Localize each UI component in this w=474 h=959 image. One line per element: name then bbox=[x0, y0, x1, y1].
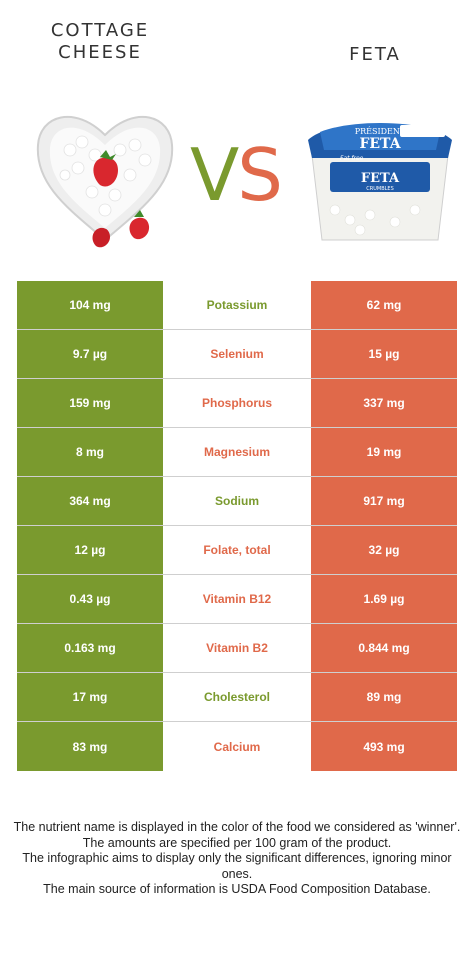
nutrient-name: Potassium bbox=[163, 281, 311, 329]
table-row: 364 mg Sodium 917 mg bbox=[17, 477, 457, 526]
feta-product: FETA bbox=[359, 136, 401, 152]
feta-product-front: FETA bbox=[361, 171, 400, 186]
table-row: 9.7 µg Selenium 15 µg bbox=[17, 330, 457, 379]
left-value: 8 mg bbox=[17, 428, 163, 476]
left-food-title-line1: COTTAGE bbox=[50, 20, 150, 41]
feta-brand: PRÉSIDENT bbox=[355, 127, 406, 136]
vs-v: V bbox=[190, 133, 239, 217]
nutrient-table: 104 mg Potassium 62 mg 9.7 µg Selenium 15 µg 1… bbox=[17, 281, 457, 771]
left-value: 364 mg bbox=[17, 477, 163, 525]
left-value: 12 µg bbox=[17, 526, 163, 574]
nutrient-name: Calcium bbox=[163, 722, 311, 771]
footer-notes: The nutrient name is displayed in the co… bbox=[10, 820, 464, 898]
left-value: 159 mg bbox=[17, 379, 163, 427]
right-value: 493 mg bbox=[311, 722, 457, 771]
left-value: 0.43 µg bbox=[17, 575, 163, 623]
feta-badge: Fat free bbox=[340, 155, 364, 162]
footer-line-2: The amounts are specified per 100 gram o… bbox=[82, 835, 392, 850]
table-row: 8 mg Magnesium 19 mg bbox=[17, 428, 457, 477]
right-value: 15 µg bbox=[311, 330, 457, 378]
left-value: 104 mg bbox=[17, 281, 163, 329]
left-food-title: COTTAGE CHEESE bbox=[25, 20, 175, 64]
feta-image: PRÉSIDENT FETA FETA CRUMBLES Fat free bbox=[308, 123, 452, 241]
left-value: 0.163 mg bbox=[17, 624, 163, 672]
footer-line-4: The main source of information is USDA F… bbox=[43, 882, 431, 896]
footer-line-3: The infographic aims to display only the… bbox=[22, 851, 452, 881]
nutrient-name: Phosphorus bbox=[163, 379, 311, 427]
right-value: 1.69 µg bbox=[311, 575, 457, 623]
right-value: 89 mg bbox=[311, 673, 457, 721]
footer-line-1: The nutrient name is displayed in the co… bbox=[13, 820, 461, 834]
vs-s: S bbox=[237, 133, 283, 217]
table-row: 159 mg Phosphorus 337 mg bbox=[17, 379, 457, 428]
table-row: 104 mg Potassium 62 mg bbox=[17, 281, 457, 330]
table-row: 12 µg Folate, total 32 µg bbox=[17, 526, 457, 575]
left-value: 9.7 µg bbox=[17, 330, 163, 378]
nutrient-name: Vitamin B2 bbox=[163, 624, 311, 672]
table-row: 0.163 mg Vitamin B2 0.844 mg bbox=[17, 624, 457, 673]
right-value: 19 mg bbox=[311, 428, 457, 476]
table-row: 83 mg Calcium 493 mg bbox=[17, 722, 457, 771]
nutrient-name: Folate, total bbox=[163, 526, 311, 574]
nutrient-name: Magnesium bbox=[163, 428, 311, 476]
right-value: 917 mg bbox=[311, 477, 457, 525]
right-value: 0.844 mg bbox=[311, 624, 457, 672]
table-row: 17 mg Cholesterol 89 mg bbox=[17, 673, 457, 722]
right-food-title: FETA bbox=[349, 44, 401, 65]
table-row: 0.43 µg Vitamin B12 1.69 µg bbox=[17, 575, 457, 624]
vs-label: VS bbox=[190, 133, 283, 217]
left-value: 17 mg bbox=[17, 673, 163, 721]
feta-sub: CRUMBLES bbox=[366, 186, 394, 192]
cottage-cheese-image bbox=[36, 116, 174, 248]
right-value: 32 µg bbox=[311, 526, 457, 574]
nutrient-name: Selenium bbox=[163, 330, 311, 378]
nutrient-name: Sodium bbox=[163, 477, 311, 525]
right-value: 62 mg bbox=[311, 281, 457, 329]
left-food-title-line2: CHEESE bbox=[58, 42, 142, 63]
right-value: 337 mg bbox=[311, 379, 457, 427]
nutrient-name: Vitamin B12 bbox=[163, 575, 311, 623]
left-value: 83 mg bbox=[17, 722, 163, 771]
nutrient-name: Cholesterol bbox=[163, 673, 311, 721]
